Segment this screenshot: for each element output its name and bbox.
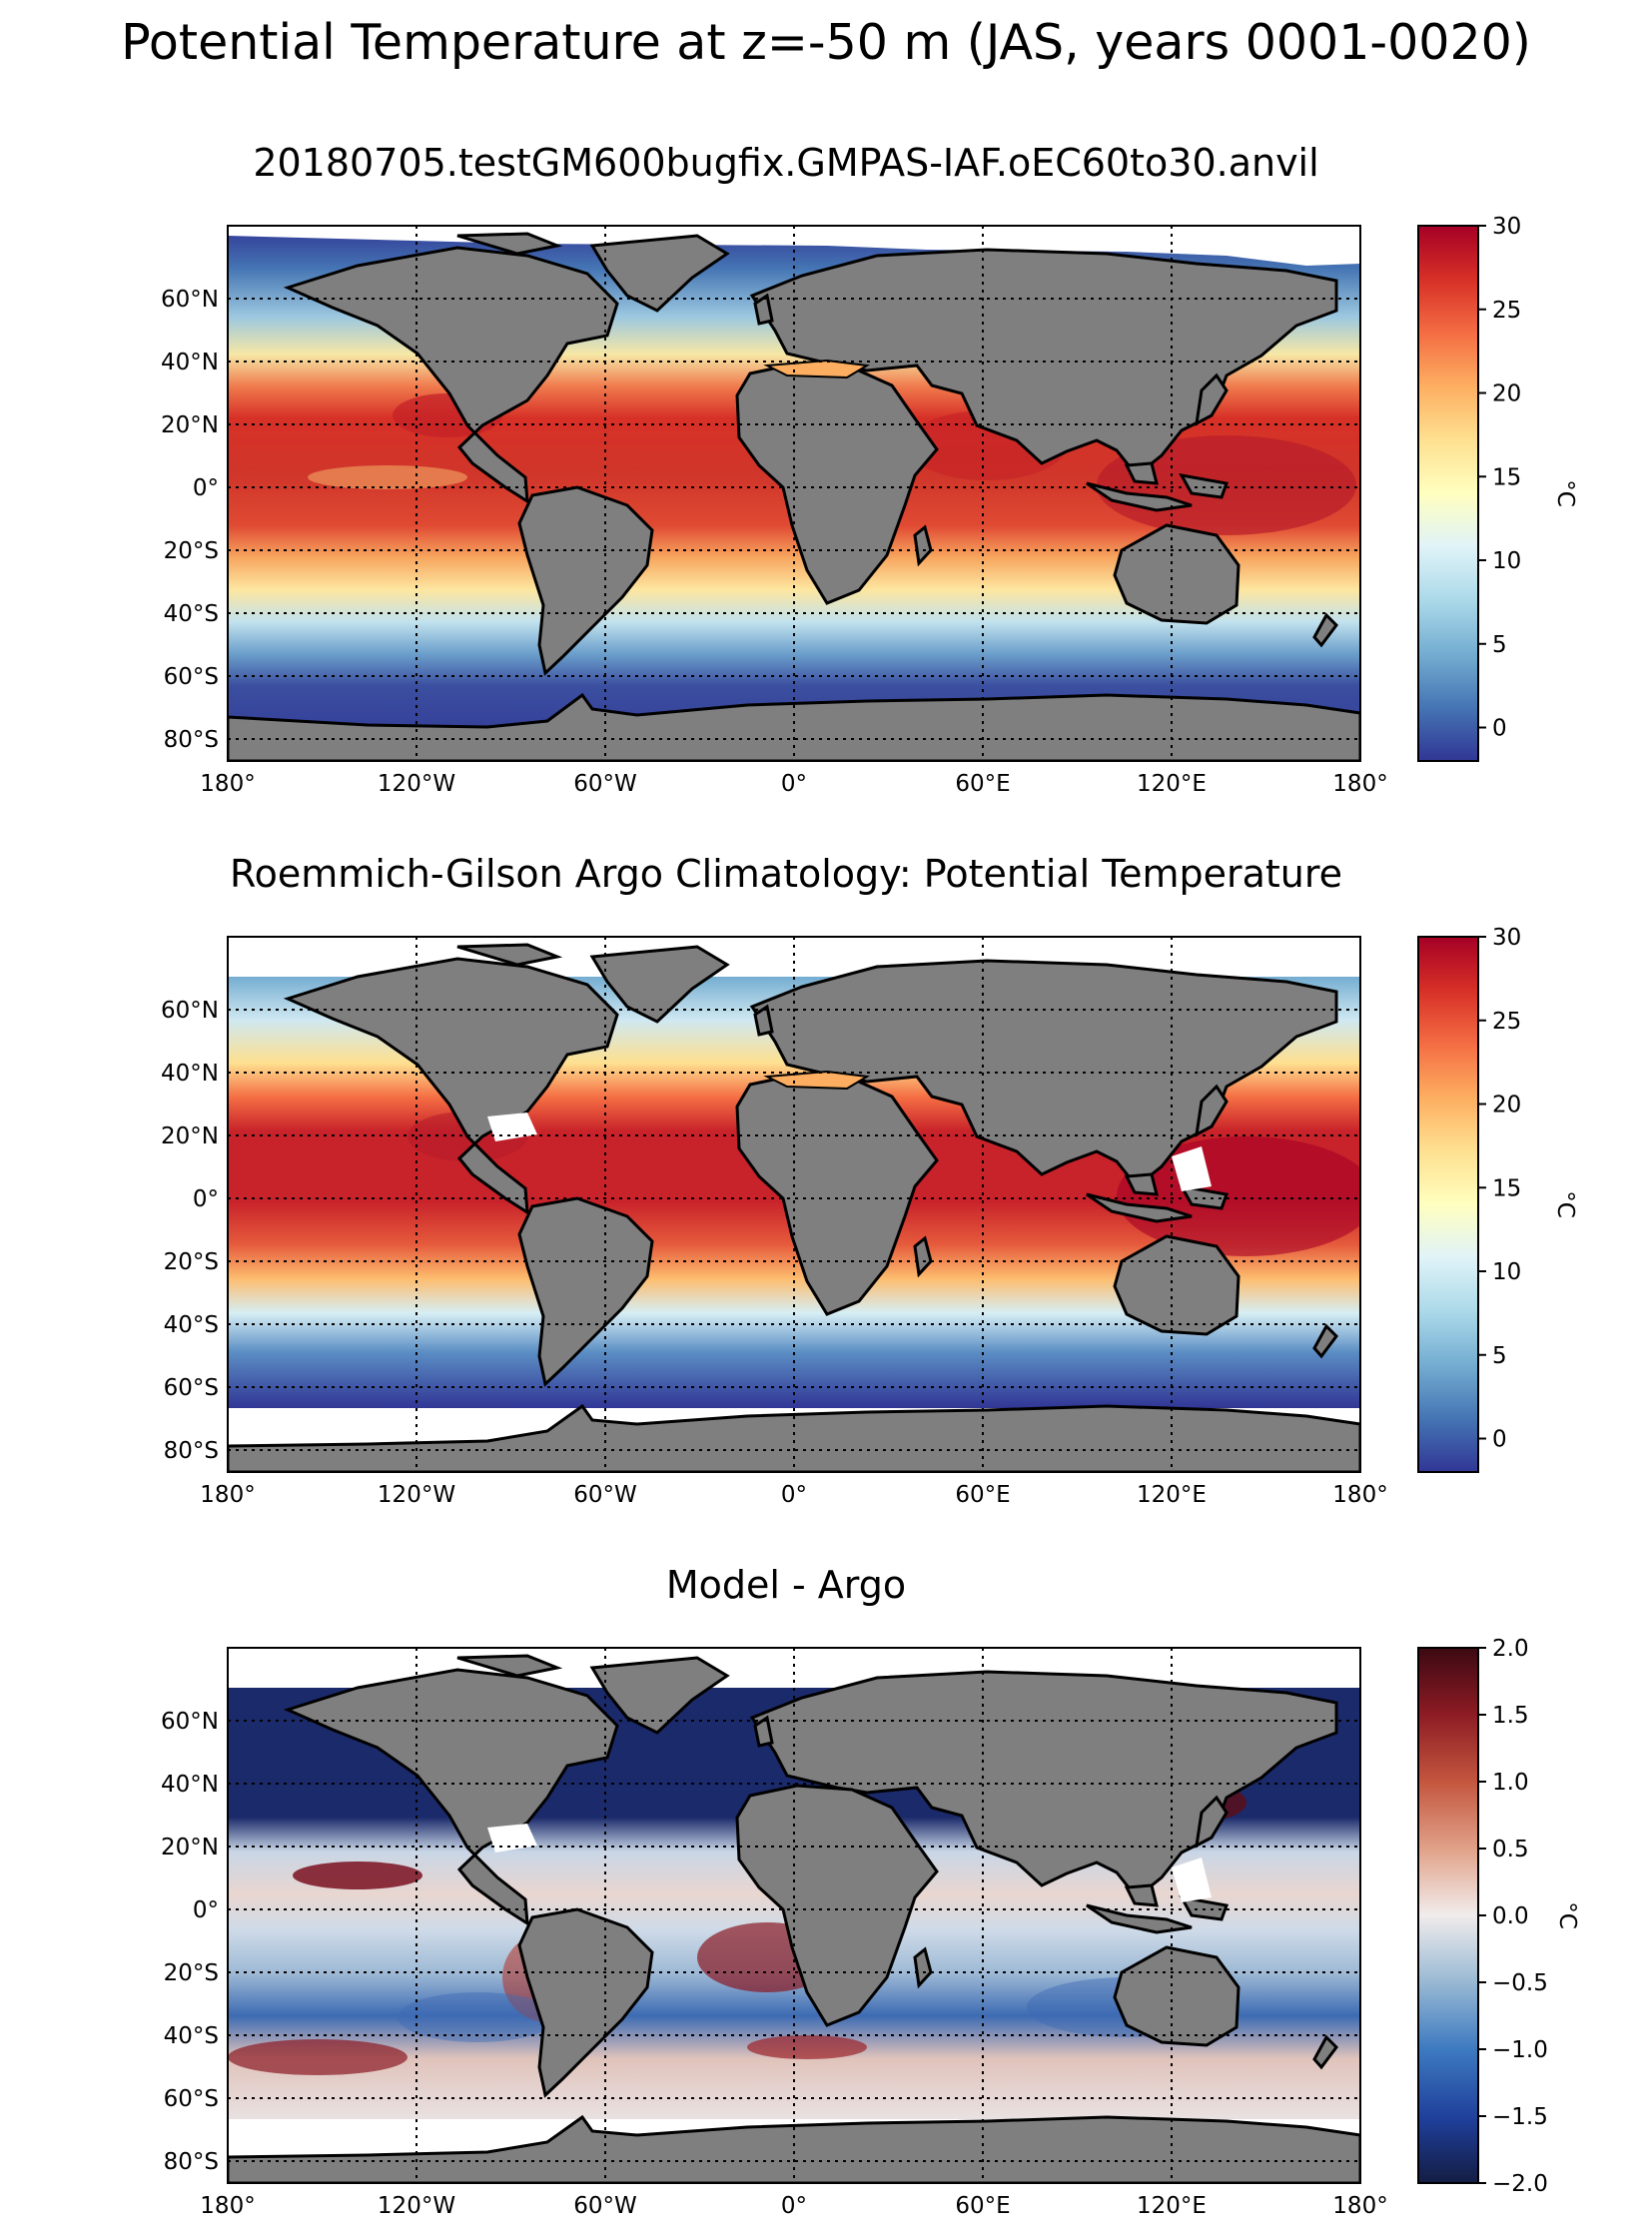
colorbar-tick-label: 0	[1492, 1427, 1507, 1453]
colorbar-tick-label: −2.0	[1492, 2171, 1548, 2197]
colorbar-tick-label: 0.5	[1492, 1837, 1529, 1862]
colorbar-tick-label: 10	[1492, 1259, 1521, 1285]
colorbar-tick-label: 25	[1492, 298, 1521, 324]
svg-text:40°N: 40°N	[161, 350, 219, 375]
svg-text:20°N: 20°N	[161, 1835, 219, 1860]
svg-text:20°S: 20°S	[164, 1960, 219, 1986]
svg-text:60°N: 60°N	[161, 1709, 219, 1735]
svg-text:20°N: 20°N	[161, 412, 219, 438]
svg-text:120°E: 120°E	[1137, 1482, 1207, 1508]
svg-text:80°S: 80°S	[164, 1438, 219, 1464]
svg-text:60°S: 60°S	[164, 664, 219, 690]
svg-text:120°W: 120°W	[378, 771, 455, 797]
svg-text:80°S: 80°S	[164, 727, 219, 753]
lon-labels: 180° 120°W 60°W 0° 60°E 120°E 180°	[200, 2193, 1387, 2219]
svg-text:60°E: 60°E	[955, 771, 1010, 797]
gridlines	[228, 226, 1360, 761]
colorbar-tick-label: −0.5	[1492, 1970, 1548, 1996]
svg-text:120°E: 120°E	[1137, 2193, 1207, 2219]
svg-text:60°W: 60°W	[573, 1482, 637, 1508]
colorbar-tick-label: 2.0	[1492, 1636, 1529, 1662]
colorbar: 2.0 1.5 1.0 0.5 0.0 −0.5 −1.0 −1.5 −2.0 °C	[1417, 1636, 1580, 2197]
svg-text:120°W: 120°W	[378, 2193, 455, 2219]
svg-text:0°: 0°	[193, 1186, 219, 1212]
svg-text:60°N: 60°N	[161, 998, 219, 1024]
svg-text:0°: 0°	[781, 1482, 807, 1508]
panel-difference: Model - Argo	[161, 1563, 1580, 2219]
colorbar-tick-label: −1.5	[1492, 2104, 1548, 2130]
svg-text:40°S: 40°S	[164, 601, 219, 627]
svg-text:40°N: 40°N	[161, 1772, 219, 1798]
colorbar: 30 25 20 15 10 5 0 °C	[1417, 214, 1578, 762]
colorbar-tick-label: 15	[1492, 1175, 1521, 1201]
colorbar-tick-label: 5	[1492, 632, 1507, 658]
colorbar-tick-label: −1.0	[1492, 2037, 1548, 2063]
lon-labels: 180° 120°W 60°W 0° 60°E 120°E 180°	[200, 1482, 1387, 1508]
svg-text:180°: 180°	[200, 1482, 255, 1508]
svg-text:40°N: 40°N	[161, 1061, 219, 1087]
colorbar-tick-label: 1.5	[1492, 1703, 1529, 1729]
svg-text:60°W: 60°W	[573, 771, 637, 797]
colorbar-tick-label: 10	[1492, 548, 1521, 574]
colorbar-tick-label: 20	[1492, 1093, 1521, 1118]
colorbar-label: °C	[1552, 1190, 1578, 1218]
colorbar-tick-label: 5	[1492, 1343, 1507, 1369]
svg-text:180°: 180°	[200, 771, 255, 797]
svg-text:120°W: 120°W	[378, 1482, 455, 1508]
svg-text:20°S: 20°S	[164, 1249, 219, 1275]
figure-title: Potential Temperature at z=-50 m (JAS, y…	[121, 14, 1531, 71]
land-mask	[228, 943, 1360, 1472]
panel-title: 20180705.testGM600bugfix.GMPAS-IAF.oEC60…	[253, 141, 1318, 185]
svg-text:180°: 180°	[1332, 2193, 1387, 2219]
panel-argo: Roemmich-Gilson Argo Climatology: Potent…	[161, 852, 1578, 1508]
colorbar-label: °C	[1554, 1901, 1580, 1929]
lat-labels: 60°N 40°N 20°N 0° 20°S 40°S 60°S 80°S	[161, 1709, 219, 2175]
svg-text:180°: 180°	[1332, 771, 1387, 797]
svg-text:180°: 180°	[200, 2193, 255, 2219]
panel-title: Roemmich-Gilson Argo Climatology: Potent…	[230, 852, 1342, 896]
svg-text:60°E: 60°E	[955, 1482, 1010, 1508]
panel-model: 20180705.testGM600bugfix.GMPAS-IAF.oEC60…	[161, 141, 1578, 797]
svg-text:20°S: 20°S	[164, 538, 219, 564]
colorbar-tick-label: 0.0	[1492, 1903, 1529, 1929]
panel-title: Model - Argo	[666, 1563, 906, 1607]
svg-text:120°E: 120°E	[1137, 771, 1207, 797]
colorbar-label: °C	[1552, 479, 1578, 507]
lon-labels: 180° 120°W 60°W 0° 60°E 120°E 180°	[200, 771, 1387, 797]
svg-text:60°S: 60°S	[164, 2086, 219, 2112]
colorbar-tick-label: 15	[1492, 464, 1521, 490]
land-mask	[228, 1654, 1360, 2183]
svg-text:0°: 0°	[193, 1897, 219, 1923]
svg-text:40°S: 40°S	[164, 1312, 219, 1338]
colorbar-tick-label: 25	[1492, 1009, 1521, 1035]
svg-text:0°: 0°	[781, 771, 807, 797]
colorbar: 30 25 20 15 10 5 0 °C	[1417, 925, 1578, 1473]
svg-text:60°E: 60°E	[955, 2193, 1010, 2219]
svg-text:60°S: 60°S	[164, 1375, 219, 1401]
svg-text:80°S: 80°S	[164, 2149, 219, 2175]
colorbar-tick-label: 30	[1492, 925, 1521, 951]
lat-labels: 60°N 40°N 20°N 0° 20°S 40°S 60°S 80°S	[161, 287, 219, 753]
svg-text:180°: 180°	[1332, 1482, 1387, 1508]
colorbar-tick-label: 1.0	[1492, 1770, 1529, 1796]
svg-text:60°W: 60°W	[573, 2193, 637, 2219]
colorbar-tick-label: 30	[1492, 214, 1521, 240]
colorbar-tick-label: 0	[1492, 716, 1507, 742]
lat-labels: 60°N 40°N 20°N 0° 20°S 40°S 60°S 80°S	[161, 998, 219, 1464]
svg-text:0°: 0°	[193, 475, 219, 501]
svg-text:0°: 0°	[781, 2193, 807, 2219]
svg-text:40°S: 40°S	[164, 2023, 219, 2049]
colorbar-tick-label: 20	[1492, 381, 1521, 407]
svg-text:60°N: 60°N	[161, 287, 219, 313]
svg-text:20°N: 20°N	[161, 1123, 219, 1149]
